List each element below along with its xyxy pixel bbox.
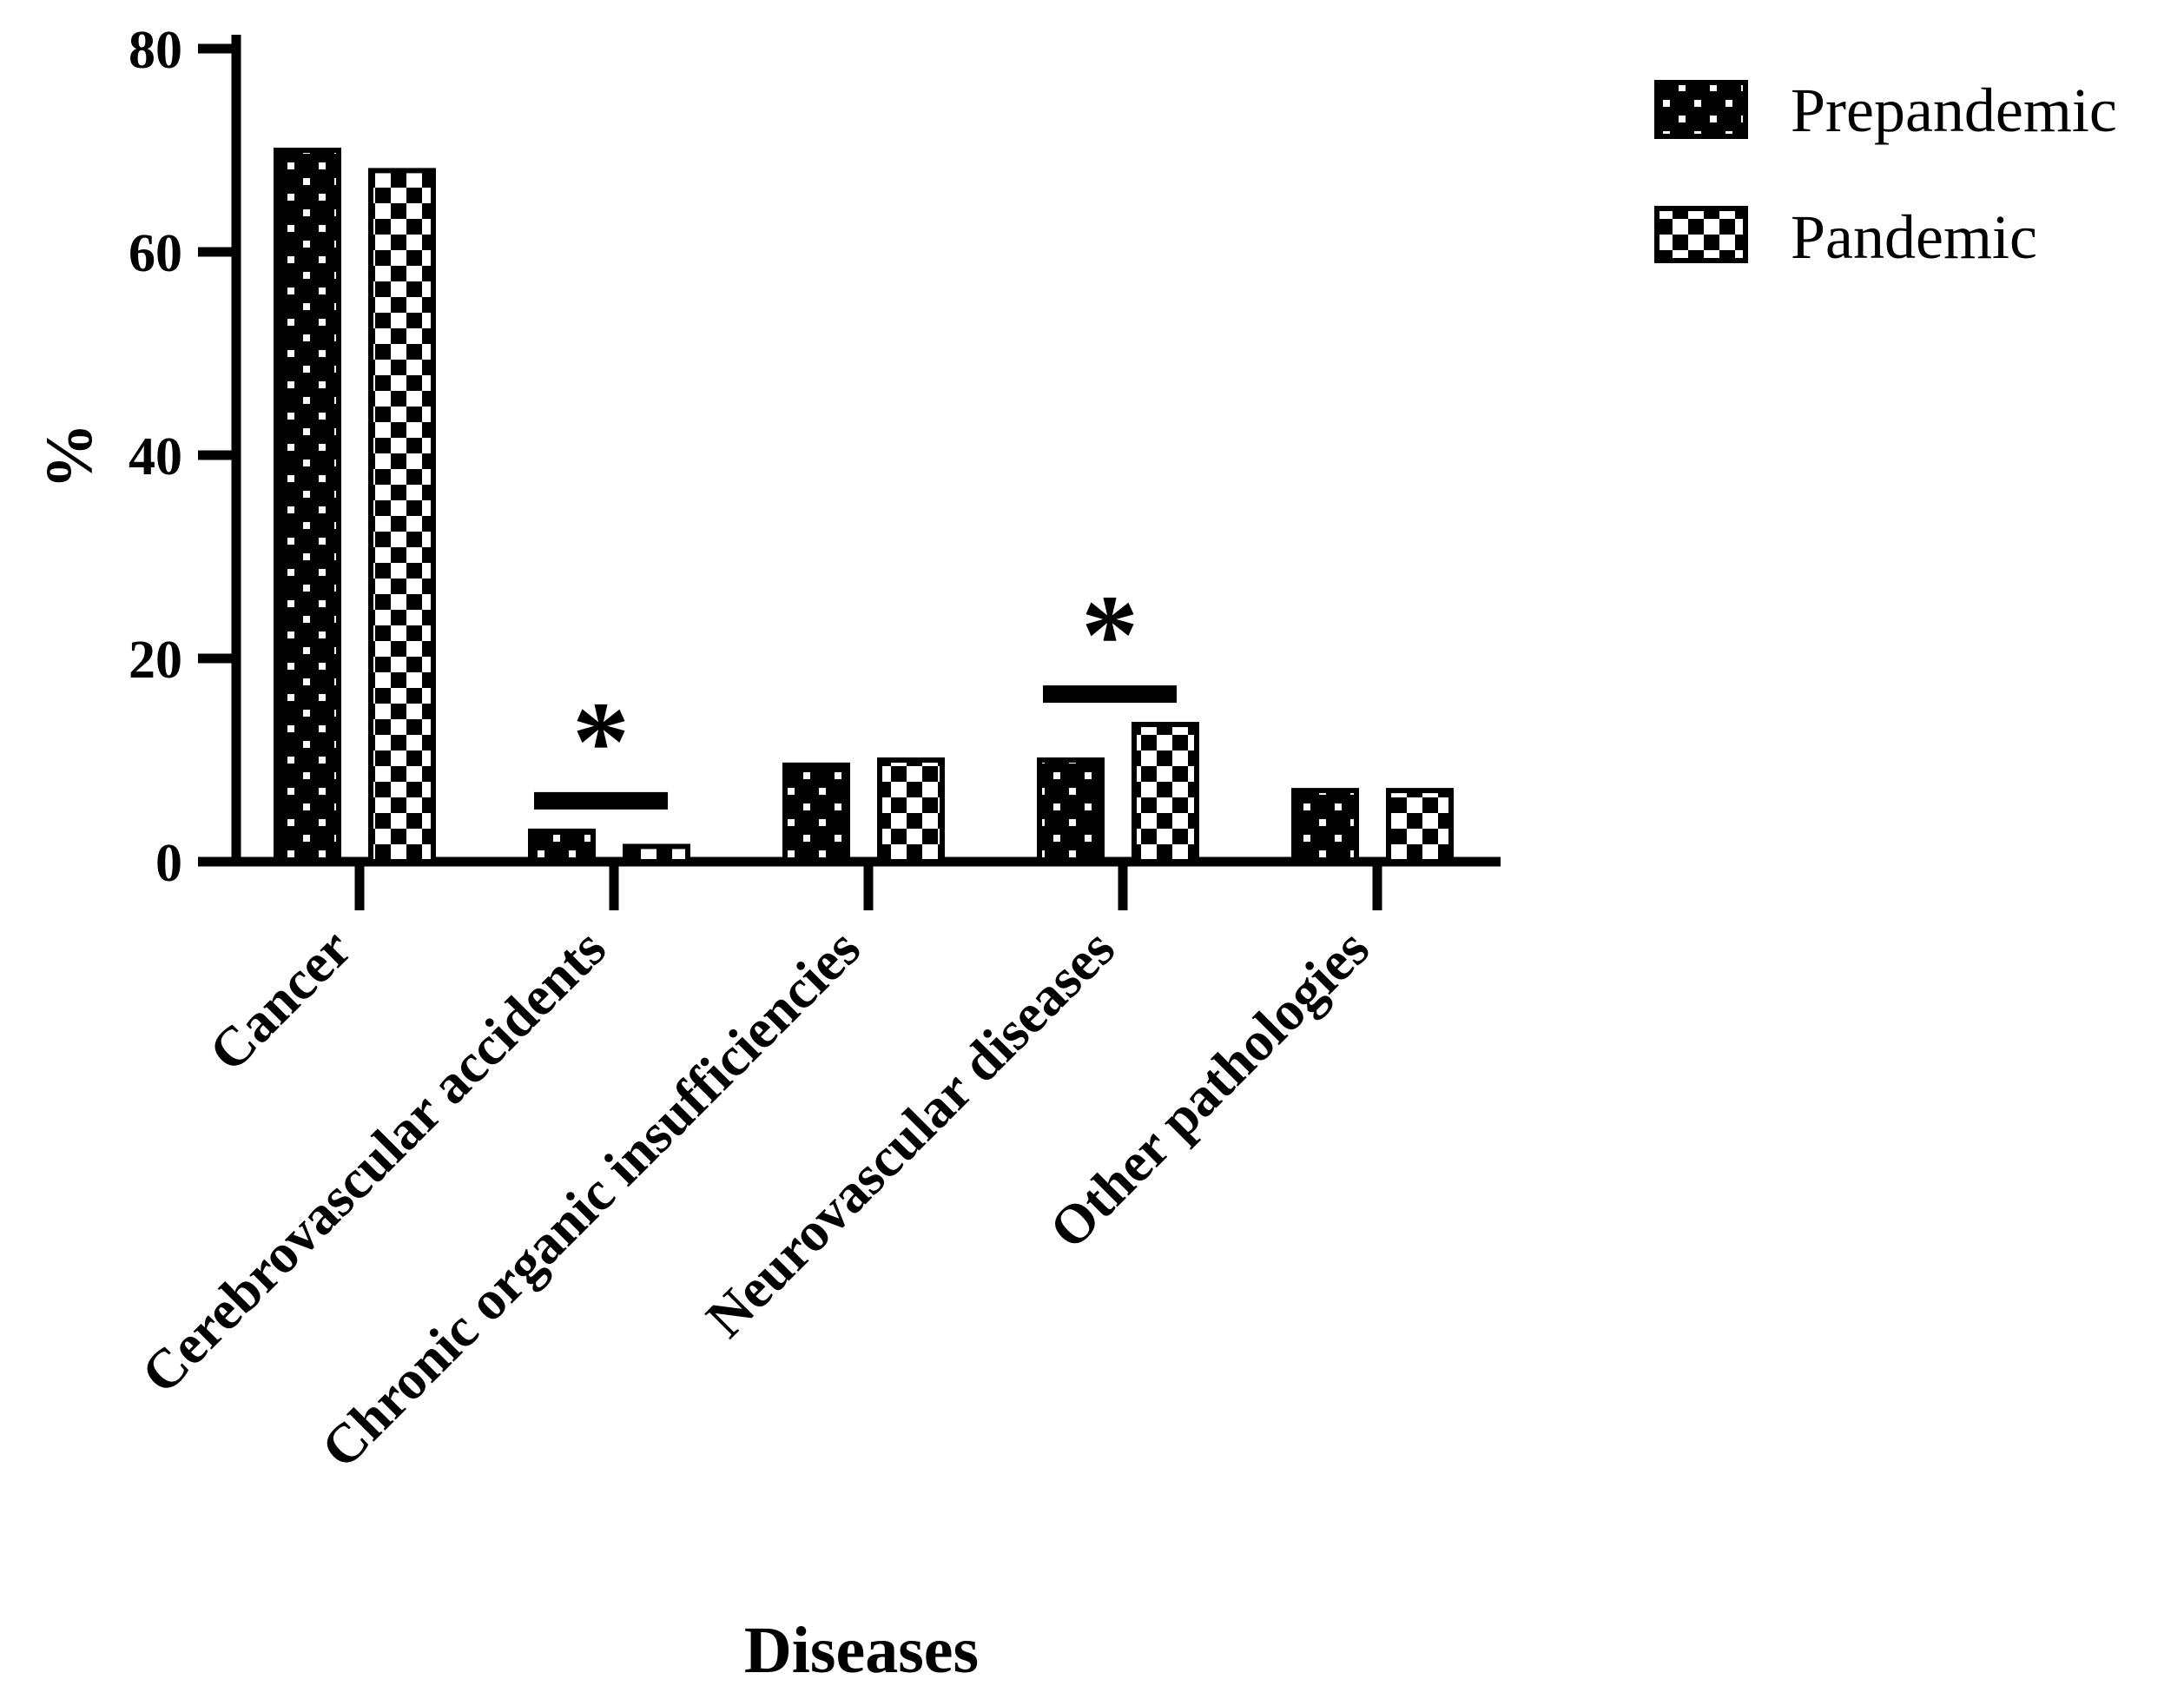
bar-pandemic-chronic-organic-insufficiencies <box>877 757 945 864</box>
significance-asterisk-neurovascular-diseases: * <box>1081 571 1138 698</box>
x-axis-title: Diseases <box>744 1614 979 1687</box>
legend-swatch-pandemic-icon <box>1654 206 1748 263</box>
y-tick-label-40: 40 <box>129 427 182 486</box>
bar-pandemic-cerebrovascular-accidents <box>623 843 690 865</box>
bar-pandemic-neurovascular-diseases <box>1132 722 1199 864</box>
x-category-label-cerebrovascular-accidents: Cerebrovascular accidents <box>129 917 617 1405</box>
legend-swatch-prepandemic-icon <box>1654 80 1748 139</box>
bar-prepandemic-other-pathologies <box>1291 788 1359 864</box>
y-tick-label-0: 0 <box>155 834 182 893</box>
y-tick-label-80: 80 <box>129 21 182 80</box>
legend-label-pandemic: Pandemic <box>1791 202 2037 272</box>
x-category-label-cancer: Cancer <box>197 917 363 1083</box>
significance-bar-neurovascular-diseases <box>1043 685 1177 704</box>
x-axis-ticks <box>354 862 1382 910</box>
y-axis-title: % <box>33 423 106 489</box>
bar-pandemic-other-pathologies <box>1386 788 1454 864</box>
legend: Prepandemic Pandemic <box>1654 76 2117 272</box>
y-tick-label-60: 60 <box>129 224 182 283</box>
y-tick-label-20: 20 <box>129 631 182 690</box>
bar-prepandemic-cerebrovascular-accidents <box>528 828 596 865</box>
significance-annotations: ** <box>534 571 1177 810</box>
bar-prepandemic-cancer <box>274 148 341 864</box>
y-axis-ticks: 0 20 40 60 80 <box>129 21 236 893</box>
bar-prepandemic-neurovascular-diseases <box>1037 757 1105 864</box>
x-category-label-chronic-organic-insufficiencies: Chronic organic insufficiencies <box>309 917 872 1480</box>
legend-label-prepandemic: Prepandemic <box>1791 76 2117 145</box>
significance-bar-cerebrovascular-accidents <box>534 791 668 810</box>
bar-prepandemic-chronic-organic-insufficiencies <box>782 762 850 864</box>
bar-pandemic-cancer <box>368 168 436 864</box>
significance-asterisk-cerebrovascular-accidents: * <box>572 678 630 805</box>
bars <box>274 148 1454 865</box>
x-category-label-neurovascular-diseases: Neurovascular diseases <box>695 917 1126 1349</box>
